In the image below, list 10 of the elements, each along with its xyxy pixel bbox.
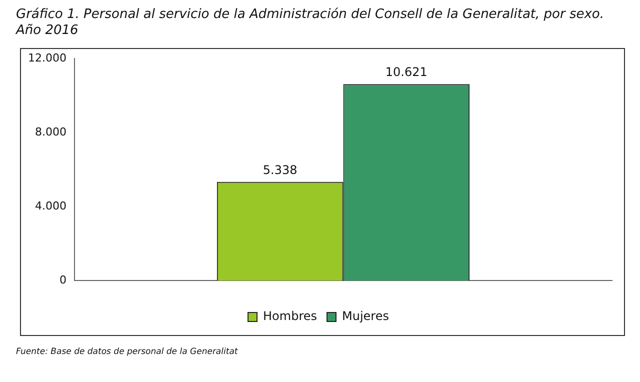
legend-label: Hombres <box>263 309 318 324</box>
data-label: 10.621 <box>385 65 428 80</box>
y-tick-label: 0 <box>59 273 66 286</box>
legend-label: Mujeres <box>342 309 389 324</box>
y-tick-label: 12.000 <box>28 51 66 64</box>
y-tick-label: 8.000 <box>34 125 66 138</box>
y-tick-label: 4.000 <box>34 199 66 212</box>
chart-title: Gráfico 1. Personal al servicio de la Administración del Consell de la Generalitat, por sexo. Año 2016 <box>16 7 606 39</box>
data-label: 5.338 <box>262 162 298 177</box>
source-note: Fuente: Base de datos de personal de la Generalitat <box>16 347 238 357</box>
